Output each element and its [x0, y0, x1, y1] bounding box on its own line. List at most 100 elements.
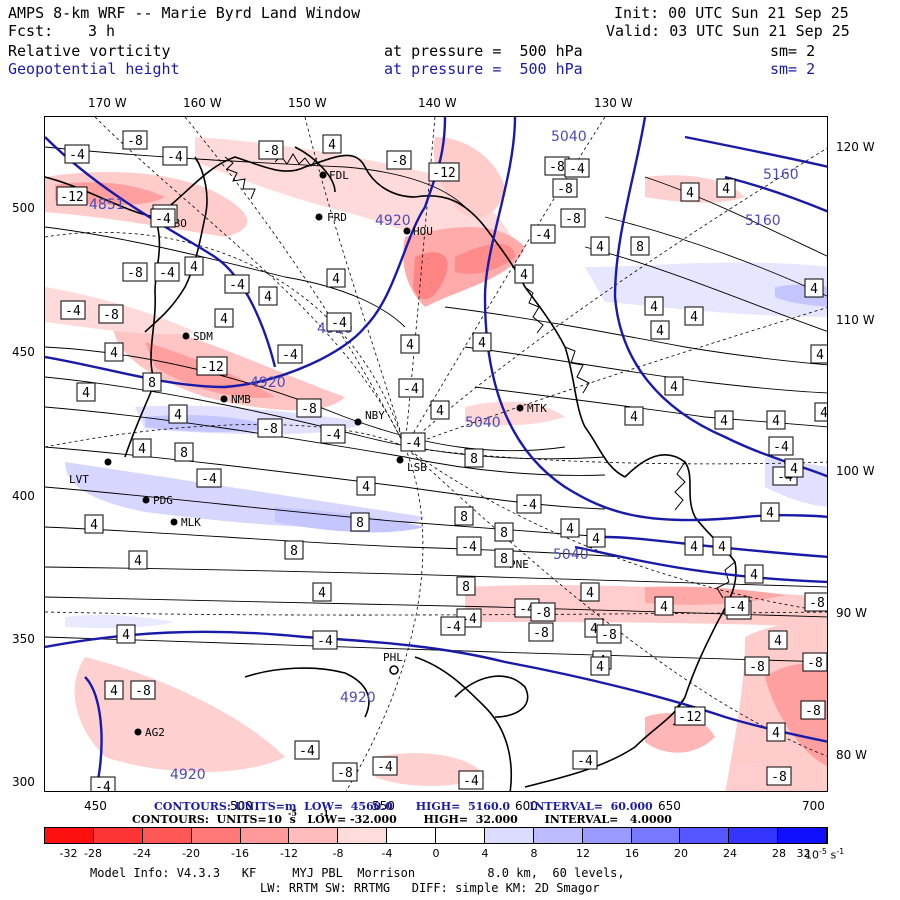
colorbar-tick-label: -16 [231, 847, 249, 860]
vorticity-label: -4 [331, 316, 347, 331]
vorticity-label-box [312, 630, 338, 650]
vorticity-label: -8 [549, 160, 565, 175]
vorticity-label-box [90, 776, 116, 791]
vorticity-label-box [624, 406, 644, 426]
vorticity-label: 4 [686, 186, 694, 201]
height-label: 4851 [89, 197, 125, 213]
colorbar-tick-label: -12 [280, 847, 298, 860]
colorbar-units-s-exp: -1 [836, 847, 845, 856]
vorticity-label: -4 [461, 540, 477, 555]
vorticity-label-box [680, 182, 700, 202]
bottom-tick-label: 650 [658, 799, 681, 813]
vorticity-label: -8 [337, 766, 353, 781]
right-lon-label: 110 W [836, 313, 875, 327]
graticule [45, 117, 827, 791]
vorticity-label: 4 [660, 600, 668, 615]
vorticity-label: -4 [405, 436, 421, 451]
right-lon-label: 120 W [836, 140, 875, 154]
colorbar-swatch [533, 828, 583, 843]
vorticity-label: -8 [565, 212, 581, 227]
station-label: HOU [413, 225, 433, 238]
colorbar-swatch [240, 828, 290, 843]
colorbar-swatch [582, 828, 632, 843]
vorticity-label-box [560, 518, 580, 538]
vorticity-label-box [326, 268, 346, 288]
station-dot [170, 518, 178, 526]
left-tick-label: 500 [12, 201, 35, 215]
vorticity-label-box [712, 536, 732, 556]
vorticity-label-box [326, 312, 352, 332]
colorbar-swatch [289, 828, 339, 843]
vorticity-label: 4 [328, 138, 336, 153]
left-tick-label: 350 [12, 632, 35, 646]
vorticity-label-box [580, 582, 600, 602]
station-label: PHL [383, 651, 403, 664]
vorticity-label: -8 [809, 596, 825, 611]
vorticity-label-box [768, 630, 788, 650]
station-label: PNE [509, 558, 529, 571]
vorticity-label: 4 [718, 540, 726, 555]
colorbar-tick-label: -28 [84, 847, 102, 860]
vorticity-label: -4 [299, 744, 315, 759]
vorticity-label-box [398, 378, 424, 398]
vorticity-label: -8 [805, 704, 821, 719]
station-label: FRD [327, 211, 347, 224]
field1-smoothing: sm= 2 [770, 42, 816, 60]
vorticity-label-box [456, 576, 476, 596]
vorticity-label: 4 [566, 522, 574, 537]
vorticity-label-box [168, 404, 188, 424]
vorticity-label: -4 [577, 754, 593, 769]
vorticity-label: 8 [180, 446, 188, 461]
height-label-group: 4851 4920 4920 4920 4920 4920 5040 5040 … [89, 129, 799, 783]
colorbar-units-base: 10 [805, 848, 819, 862]
station-label: LVT [69, 473, 89, 486]
vorticity-label-box [350, 512, 370, 532]
colorbar-swatch [436, 828, 485, 843]
vorticity-label-box [744, 656, 770, 676]
vorticity-label: -4 [377, 760, 393, 775]
vorticity-label: 4 [810, 282, 818, 297]
vorticity-label: 4 [596, 240, 604, 255]
station-dot [389, 665, 399, 675]
vorticity-label-box [76, 382, 96, 402]
vorticity-label-box [654, 596, 674, 616]
vorticity-label-box [430, 400, 450, 420]
map-canvas: 4851 4920 4920 4920 4920 4920 5040 5040 … [45, 117, 827, 791]
vorticity-label: 8 [500, 552, 508, 567]
field2-name: Geopotential height [8, 60, 180, 78]
vorticity-label: -12 [200, 360, 223, 375]
vorticity-label-box [320, 424, 346, 444]
vorticity-label: 4 [816, 348, 824, 363]
top-lon-label: 170 W [88, 96, 127, 110]
vorticity-label-box [356, 476, 376, 496]
vorticity-label-box [766, 766, 792, 786]
vorticity-label-box [464, 448, 484, 468]
top-lon-label: 140 W [418, 96, 457, 110]
station-label: MLK [181, 516, 201, 529]
colorbar-tick-label: 0 [432, 847, 440, 860]
vorticity-contour-info: CONTOURS: UNITS=10 s LOW= -32.000 HIGH= … [132, 813, 672, 826]
vorticity-label-box [810, 344, 827, 364]
vorticity-label: 4 [318, 586, 326, 601]
vorticity-label: 4 [766, 506, 774, 521]
vorticity-label: -8 [391, 154, 407, 169]
colorbar-tick-label: 8 [530, 847, 538, 860]
colorbar-units-exp: -5 [819, 847, 827, 856]
vorticity-label-box [174, 442, 194, 462]
colorbar-swatch [680, 828, 730, 843]
colorbar-tick-label: 16 [625, 847, 639, 860]
station-dot [134, 728, 142, 736]
vorticity-label: -4 [65, 304, 81, 319]
vorticity-label-box [60, 300, 86, 320]
vorticity-label-box [564, 158, 590, 178]
vorticity-label-box [128, 550, 148, 570]
vorticity-label-box [650, 320, 670, 340]
station-dot [315, 213, 323, 221]
colorbar-swatch [387, 828, 436, 843]
vorticity-s-exponent: -1 [320, 808, 329, 818]
vorticity-label-box [784, 458, 804, 478]
vorticity-label-box [440, 616, 466, 636]
vorticity-label: 8 [148, 376, 156, 391]
vorticity-label: -8 [103, 308, 119, 323]
vorticity-label: 4 [110, 684, 118, 699]
